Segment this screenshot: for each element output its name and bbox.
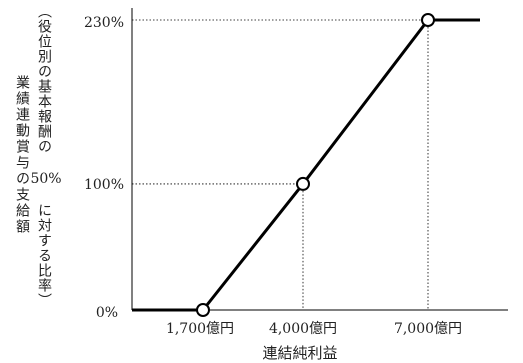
x-axis-title: 連結純利益 <box>262 344 337 362</box>
data-points <box>196 13 435 317</box>
y-tick-label: 100% <box>84 177 124 193</box>
data-point-marker <box>421 13 435 27</box>
y-axis-title-percent: 50% <box>30 171 61 187</box>
x-tick-label: 7,000億円 <box>394 321 462 337</box>
data-point-marker <box>296 176 310 191</box>
x-tick-label: 4,000億円 <box>269 321 337 337</box>
data-point-marker <box>196 303 210 317</box>
y-axis-title-line1: 業績連動賞与の支給額 <box>14 75 30 235</box>
y-tick-label: 230% <box>84 15 124 31</box>
y-axis-title-line2-tail: に対する比率） <box>36 203 52 308</box>
y-axis-title-line2: （役位別の基本報酬の <box>36 4 52 154</box>
guide-lines <box>132 19 429 310</box>
y-tick-label: 0% <box>96 305 118 321</box>
x-tick-label: 1,700億円 <box>166 321 234 337</box>
